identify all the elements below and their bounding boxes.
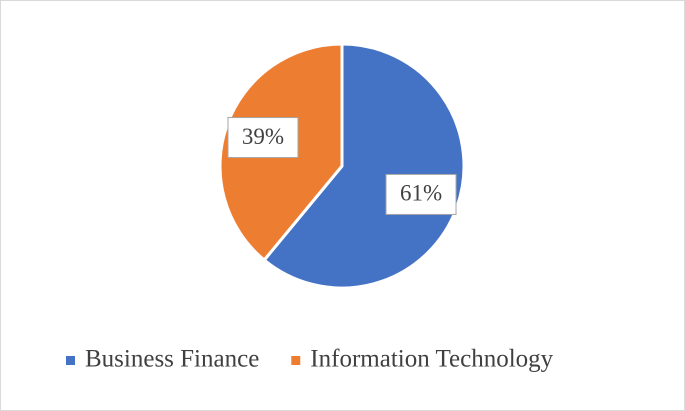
legend-swatch: [66, 356, 75, 365]
data-label-box: [227, 117, 299, 159]
legend-label: Business Finance: [85, 346, 259, 373]
data-labels: 61% 39%: [227, 117, 457, 215]
data-label: 61%: [400, 181, 442, 206]
pie-slice: [262, 42, 466, 290]
legend-label: Information Technology: [310, 346, 553, 373]
data-label-box: [385, 173, 457, 215]
legend-swatch: [291, 356, 301, 365]
legend: Business Finance Information Technology: [66, 346, 554, 373]
pie: [218, 42, 466, 290]
data-label: 39%: [242, 124, 284, 149]
